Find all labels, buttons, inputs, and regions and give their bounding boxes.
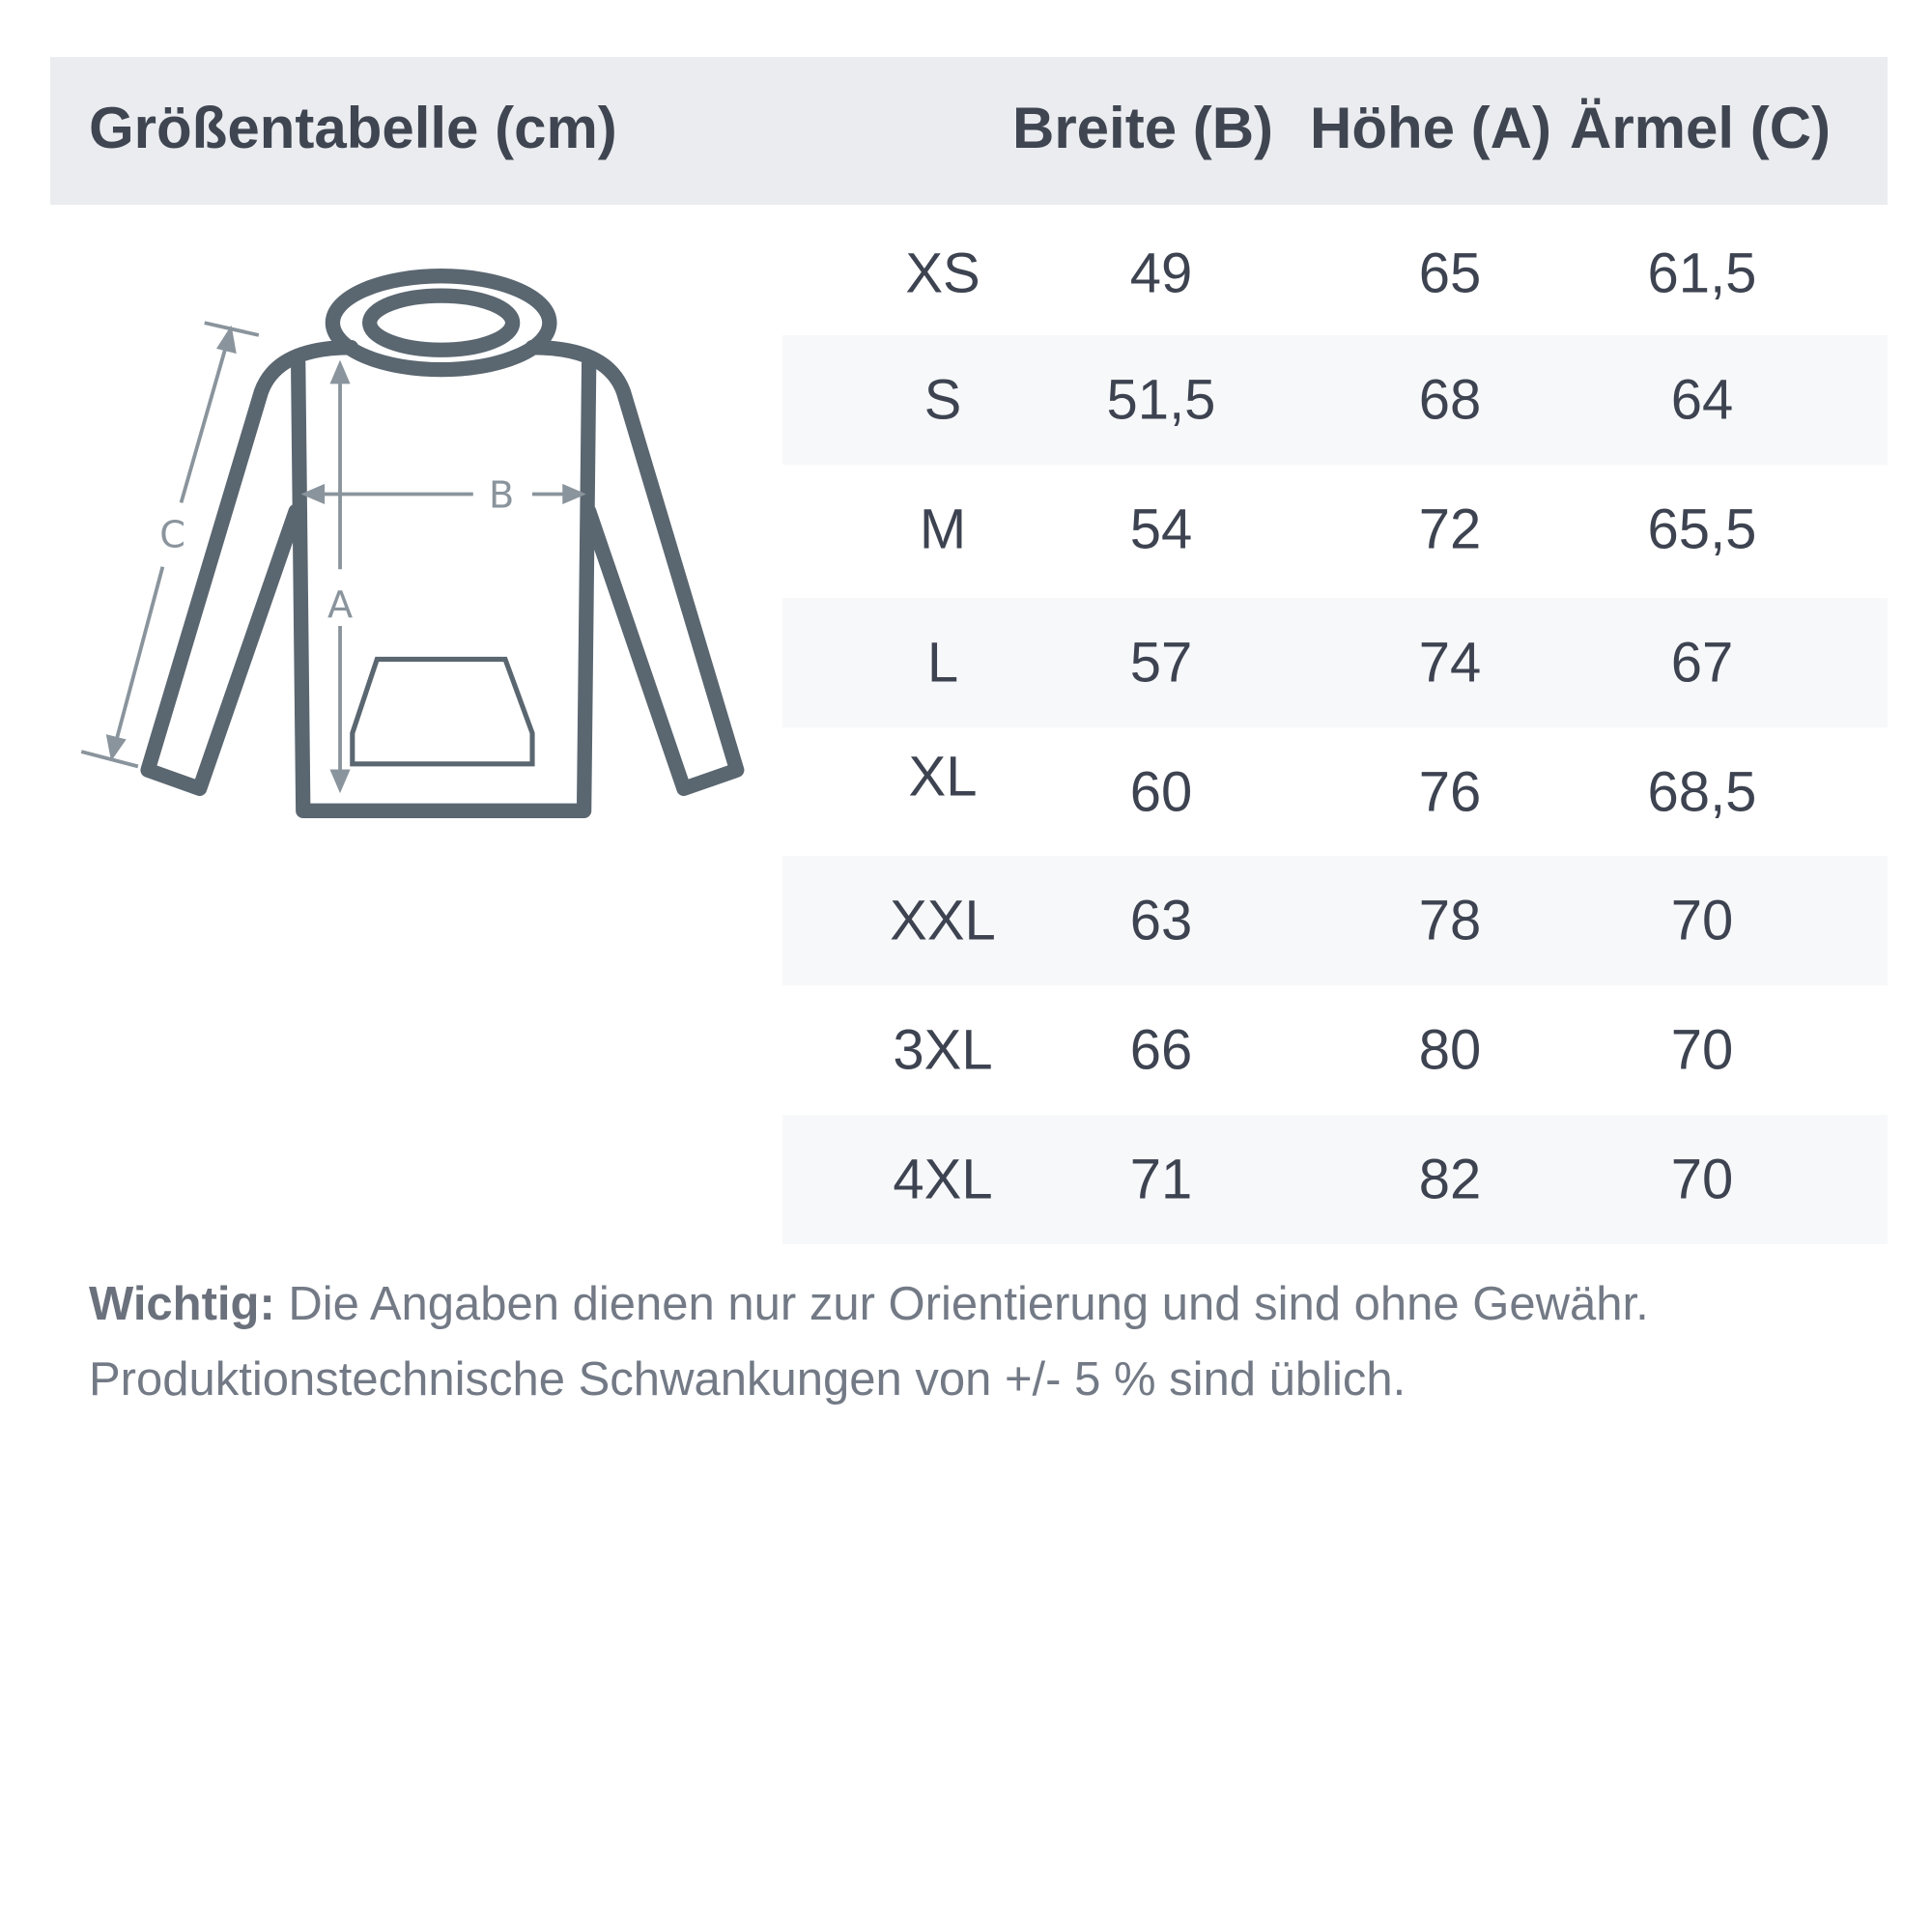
sleeve-cell: 65,5 <box>1647 497 1757 561</box>
table-row: XXL 63 78 70 <box>782 856 1888 985</box>
width-cell: 66 <box>1129 1018 1193 1082</box>
height-cell: 78 <box>1418 889 1482 952</box>
sleeve-cell: 68,5 <box>1647 760 1757 824</box>
size-cell: S <box>923 368 962 432</box>
table-header-bar <box>50 57 1888 205</box>
size-cell: 3XL <box>893 1018 993 1082</box>
width-cell: 63 <box>1129 889 1193 952</box>
column-header-height: Höhe (A) <box>1310 96 1551 160</box>
table-row: M 54 72 65,5 <box>782 465 1888 594</box>
label-b: B <box>489 474 514 518</box>
table-row: S 51,5 68 64 <box>782 335 1888 465</box>
width-cell: 49 <box>1129 242 1193 305</box>
label-a: A <box>327 583 353 627</box>
sleeve-cell: 64 <box>1670 368 1734 432</box>
measurement-arrows <box>80 321 586 794</box>
size-cell: XS <box>905 242 980 305</box>
table-title: Größentabelle (cm) <box>89 96 617 160</box>
height-cell: 76 <box>1418 760 1482 824</box>
table-row: L 57 74 67 <box>782 598 1888 727</box>
height-cell: 80 <box>1418 1018 1482 1082</box>
column-header-sleeve: Ärmel (C) <box>1570 96 1832 160</box>
table-row: 3XL 66 80 70 <box>782 985 1888 1115</box>
width-cell: 60 <box>1129 760 1193 824</box>
pocket-icon <box>350 656 535 767</box>
column-header-width: Breite (B) <box>1012 96 1274 160</box>
size-cell: 4XL <box>893 1148 993 1211</box>
height-cell: 74 <box>1418 631 1482 695</box>
table-row: 4XL 71 82 70 <box>782 1115 1888 1244</box>
width-cell: 71 <box>1129 1148 1193 1211</box>
label-c: C <box>159 513 185 556</box>
note-bold: Wichtig: <box>89 1278 275 1330</box>
hoodie-outline-icon <box>140 269 745 818</box>
size-cell: XXL <box>890 889 996 952</box>
width-cell: 57 <box>1129 631 1193 695</box>
size-cell: M <box>919 497 967 561</box>
table-row: XS 49 65 61,5 <box>782 209 1888 338</box>
sleeve-cell: 70 <box>1670 1148 1734 1211</box>
height-cell: 68 <box>1418 368 1482 432</box>
table-row: XL 60 76 68,5 <box>782 727 1888 857</box>
height-cell: 65 <box>1418 242 1482 305</box>
height-cell: 72 <box>1418 497 1482 561</box>
sleeve-cell: 67 <box>1670 631 1734 695</box>
height-cell: 82 <box>1418 1148 1482 1211</box>
size-cell: XL <box>908 745 978 809</box>
sleeve-cell: 70 <box>1670 889 1734 952</box>
width-cell: 51,5 <box>1106 368 1216 432</box>
width-cell: 54 <box>1129 497 1193 561</box>
size-cell: L <box>926 631 959 695</box>
sleeve-cell: 61,5 <box>1647 242 1757 305</box>
sleeve-cell: 70 <box>1670 1018 1734 1082</box>
note-line-1: Wichtig: Die Angaben dienen nur zur Orie… <box>89 1277 1649 1331</box>
note-line-2: Produktionstechnische Schwankungen von +… <box>89 1353 1406 1406</box>
note-text-1: Die Angaben dienen nur zur Orientierung … <box>274 1278 1649 1330</box>
